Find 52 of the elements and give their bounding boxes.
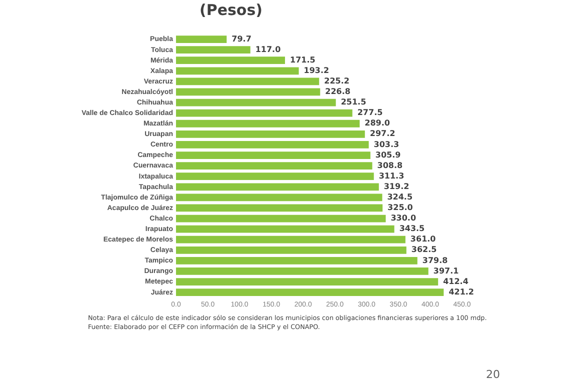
data-label: 289.0 — [364, 118, 390, 128]
bar — [176, 36, 227, 43]
bar — [176, 214, 386, 222]
bar — [176, 278, 438, 286]
bar — [176, 183, 379, 191]
data-label: 361.0 — [410, 234, 436, 244]
data-label: 193.2 — [304, 66, 330, 75]
data-label: 226.8 — [325, 87, 351, 96]
data-label: 305.9 — [375, 150, 402, 160]
bar — [176, 257, 418, 264]
data-label: 330.0 — [390, 214, 416, 223]
data-label: 308.8 — [377, 160, 403, 170]
bar — [176, 194, 382, 202]
bar — [176, 204, 383, 212]
bar — [176, 152, 370, 159]
chart-title: (Pesos) — [199, 0, 263, 19]
bar — [176, 109, 352, 117]
data-label: 277.5 — [357, 108, 384, 118]
text: 20 — [486, 368, 500, 381]
data-label: 319.2 — [384, 182, 410, 191]
data-label: 303.3 — [374, 140, 400, 149]
bar — [176, 120, 360, 128]
data-label: 324.5 — [387, 192, 413, 202]
data-label: 412.4 — [443, 276, 469, 286]
data-label: 343.5 — [399, 224, 426, 234]
bar — [176, 46, 250, 54]
bar — [176, 56, 285, 64]
bar — [176, 236, 406, 244]
data-label: 379.8 — [422, 256, 448, 265]
bar — [176, 225, 394, 233]
bar — [176, 172, 374, 180]
data-label: 421.2 — [448, 287, 474, 296]
bar — [176, 130, 365, 138]
data-label: 251.5 — [340, 98, 367, 107]
bar — [176, 268, 428, 275]
bar — [176, 78, 320, 86]
data-label: 171.5 — [290, 55, 316, 64]
data-label: 397.1 — [433, 266, 460, 276]
data-label: 297.2 — [370, 129, 396, 138]
bar — [176, 98, 336, 106]
bar — [176, 246, 406, 254]
data-label: 79.7 — [232, 34, 252, 44]
data-label: 362.5 — [411, 245, 438, 254]
data-label: 325.0 — [388, 203, 414, 212]
bar — [176, 67, 299, 75]
bar — [176, 141, 369, 148]
data-label: 225.2 — [324, 76, 350, 86]
bar — [176, 162, 372, 170]
data-label: 311.3 — [378, 171, 404, 180]
bar — [176, 88, 320, 96]
bar — [176, 288, 444, 296]
data-label: 117.0 — [255, 44, 282, 54]
